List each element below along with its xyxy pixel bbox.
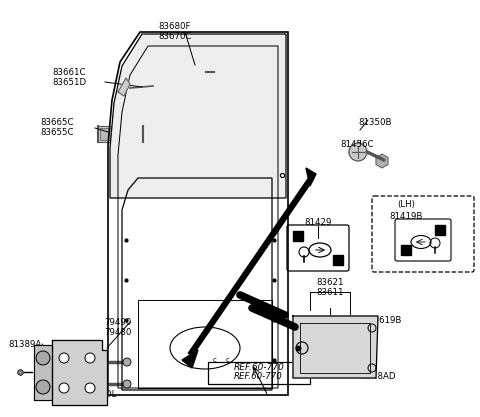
Text: 81350B: 81350B — [358, 118, 392, 127]
Text: (LH): (LH) — [397, 200, 415, 209]
Polygon shape — [293, 316, 378, 378]
Polygon shape — [306, 168, 316, 186]
Bar — [122, 128, 140, 140]
FancyBboxPatch shape — [395, 219, 451, 261]
Bar — [100, 128, 118, 140]
Bar — [150, 79, 178, 95]
Circle shape — [193, 65, 207, 79]
Polygon shape — [182, 350, 198, 368]
Circle shape — [85, 353, 95, 363]
Bar — [293, 231, 303, 241]
Text: 83621
83611: 83621 83611 — [316, 278, 344, 297]
Text: 79490
79480: 79490 79480 — [104, 318, 132, 337]
Polygon shape — [376, 154, 388, 168]
Polygon shape — [110, 34, 286, 198]
Text: 81429: 81429 — [304, 218, 332, 227]
Text: 81419B: 81419B — [389, 212, 423, 221]
Circle shape — [183, 65, 197, 79]
Bar — [98, 126, 143, 142]
Circle shape — [217, 69, 223, 75]
Text: REF.60-770: REF.60-770 — [234, 363, 285, 372]
Circle shape — [123, 380, 131, 388]
Text: 1125DL: 1125DL — [84, 390, 117, 399]
Bar — [435, 225, 445, 235]
Circle shape — [59, 383, 69, 393]
Polygon shape — [118, 78, 130, 96]
Text: 82619B: 82619B — [368, 316, 401, 325]
Bar — [182, 64, 206, 80]
Text: 1018AD: 1018AD — [361, 372, 395, 381]
Bar — [214, 65, 242, 79]
Circle shape — [59, 353, 69, 363]
Text: REF.60-770: REF.60-770 — [234, 372, 282, 381]
Circle shape — [36, 351, 50, 365]
Text: 81456C: 81456C — [340, 140, 373, 149]
FancyBboxPatch shape — [287, 225, 349, 271]
Text: 83680F
83670C: 83680F 83670C — [158, 22, 192, 41]
Circle shape — [164, 81, 176, 93]
Circle shape — [349, 143, 367, 161]
Circle shape — [152, 81, 164, 93]
Text: 85858C: 85858C — [300, 322, 334, 331]
Circle shape — [85, 383, 95, 393]
Polygon shape — [34, 345, 52, 400]
Text: 83661C
83651D: 83661C 83651D — [52, 68, 86, 88]
Bar — [216, 67, 238, 77]
Text: c: c — [213, 357, 217, 363]
Circle shape — [229, 69, 235, 75]
Circle shape — [36, 380, 50, 394]
Bar — [176, 81, 192, 93]
Bar — [208, 362, 310, 384]
Text: 81389A: 81389A — [8, 340, 41, 349]
Bar — [138, 300, 272, 388]
Bar — [333, 255, 343, 265]
Circle shape — [123, 358, 131, 366]
Bar — [401, 245, 411, 255]
Text: 83665C
83655C: 83665C 83655C — [40, 118, 73, 137]
Polygon shape — [52, 340, 107, 405]
Text: c: c — [226, 357, 230, 363]
